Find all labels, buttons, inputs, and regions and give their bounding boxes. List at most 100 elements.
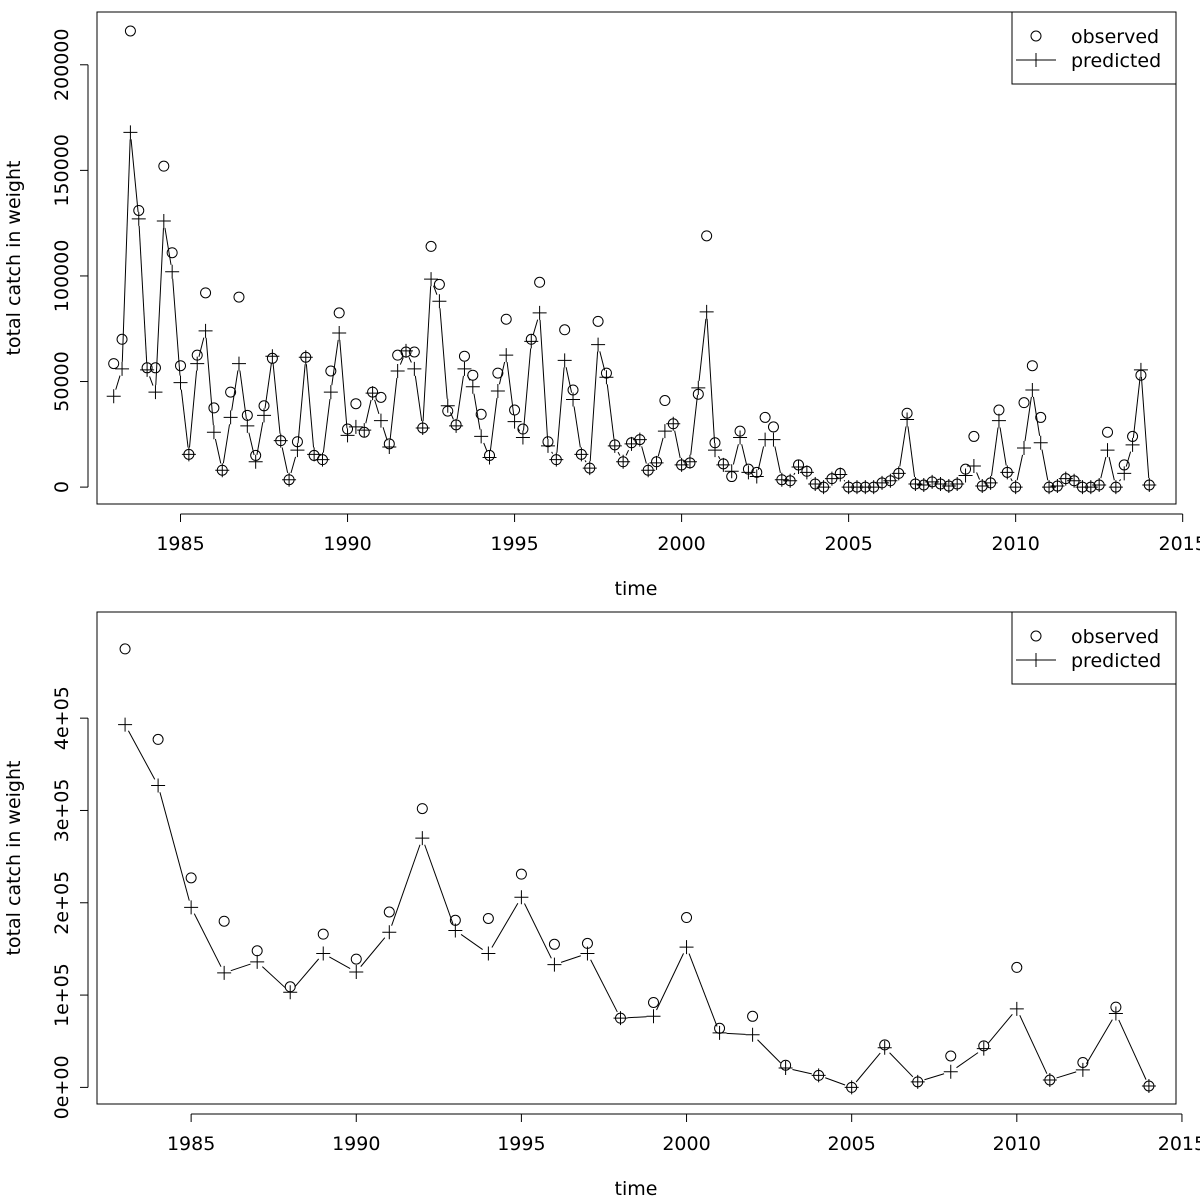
observed-point xyxy=(726,471,738,483)
observed-point xyxy=(291,436,303,448)
observed-point xyxy=(676,459,688,471)
legend-predicted-label: predicted xyxy=(1071,50,1161,72)
observed-point xyxy=(218,915,230,927)
y-axis-label: total catch in weight xyxy=(3,761,25,956)
predicted-point xyxy=(1100,443,1115,458)
predicted-line-segment xyxy=(843,480,846,482)
predicted-point xyxy=(323,385,338,400)
x-tick-label: 2010 xyxy=(993,1133,1041,1155)
observed-point xyxy=(283,474,295,486)
observed-point xyxy=(124,25,136,37)
observed-point xyxy=(417,422,429,434)
observed-point xyxy=(300,351,312,363)
observed-point xyxy=(634,434,646,446)
observed-point xyxy=(116,333,128,345)
predicted-point xyxy=(131,211,146,226)
legend: observed predicted xyxy=(1011,611,1177,685)
predicted-line-segment xyxy=(231,370,239,411)
predicted-line-segment xyxy=(757,1039,782,1064)
predicted-line-segment xyxy=(1085,1019,1113,1065)
observed-point xyxy=(826,473,838,485)
observed-point xyxy=(985,477,997,489)
x-tick-label: 1985 xyxy=(156,533,204,555)
predicted-line-segment xyxy=(889,1052,914,1078)
observed-point xyxy=(400,346,412,358)
observed-point xyxy=(642,464,654,476)
observed-point xyxy=(152,733,164,745)
predicted-line-segment xyxy=(433,285,438,295)
predicted-point xyxy=(507,414,522,429)
predicted-point xyxy=(223,410,238,425)
observed-point xyxy=(133,204,145,216)
observed-point xyxy=(1143,1080,1155,1092)
x-tick-label: 2010 xyxy=(991,533,1039,555)
predicted-line-segment xyxy=(627,1016,647,1019)
predicted-point xyxy=(390,363,405,378)
predicted-point xyxy=(547,957,562,972)
observed-point xyxy=(584,462,596,474)
chart-panel-bottom: time total catch in weight 1985 1990 1995 2… xyxy=(3,611,1200,1200)
observed-point xyxy=(1076,481,1088,493)
y-tick-label: 50000 xyxy=(51,351,73,411)
observed-point xyxy=(1143,479,1155,491)
predicted-line-segment xyxy=(424,844,454,925)
observed-point xyxy=(701,230,713,242)
observed-point xyxy=(1043,481,1055,493)
predicted-line-segment xyxy=(414,375,423,422)
observed-point xyxy=(934,478,946,490)
observed-point xyxy=(600,367,612,379)
predicted-line-segment xyxy=(439,308,448,399)
predicted-point xyxy=(415,831,430,846)
observed-point xyxy=(1010,481,1022,493)
predicted-point xyxy=(958,468,973,483)
predicted-point xyxy=(708,443,723,458)
predicted-point xyxy=(373,413,388,428)
legend-predicted-marker xyxy=(1029,53,1043,67)
legend-observed-marker xyxy=(1030,630,1042,642)
observed-point xyxy=(901,407,913,419)
predicted-line-segment xyxy=(159,792,190,901)
observed-point xyxy=(834,467,846,479)
predicted-line-segment xyxy=(294,958,320,988)
y-tick-label: 100000 xyxy=(51,240,73,313)
observed-point xyxy=(350,398,362,410)
observed-point xyxy=(191,349,203,361)
predicted-line-segment xyxy=(261,966,286,988)
predicted-line-segment xyxy=(560,955,581,963)
observed-point xyxy=(408,346,420,358)
legend: observed predicted xyxy=(1011,11,1177,85)
observed-point xyxy=(617,456,629,468)
x-tick-label: 2015 xyxy=(1158,1133,1200,1155)
predicted-line-segment xyxy=(956,1052,979,1069)
predicted-point xyxy=(248,454,263,469)
observed-point xyxy=(559,324,571,336)
y-axis: 0 50000 100000 150000 200000 xyxy=(51,29,89,493)
predicted-line-segment xyxy=(532,319,539,335)
predicted-line-segment xyxy=(524,903,552,959)
predicted-line-segment xyxy=(674,430,681,459)
observed-point xyxy=(482,912,494,924)
predicted-point xyxy=(156,214,171,229)
legend-predicted-marker xyxy=(1029,653,1043,667)
predicted-point xyxy=(165,264,180,279)
observed-point xyxy=(709,437,721,449)
predicted-series xyxy=(118,717,1156,1095)
observed-point xyxy=(251,945,263,957)
observed-point xyxy=(651,456,663,468)
predicted-line-segment xyxy=(698,318,707,381)
observed-point xyxy=(714,1022,726,1034)
observed-point xyxy=(449,914,461,926)
predicted-line-segment xyxy=(1056,1071,1077,1079)
observed-point xyxy=(185,872,197,884)
observed-point xyxy=(575,448,587,460)
observed-point xyxy=(884,475,896,487)
predicted-point xyxy=(190,356,205,371)
predicted-line-segment xyxy=(825,1077,846,1086)
observed-point xyxy=(681,912,693,924)
y-tick-label: 2e+05 xyxy=(51,871,73,935)
observed-point xyxy=(433,278,445,290)
predicted-line-segment xyxy=(149,376,154,386)
predicted-point xyxy=(900,412,915,427)
predicted-point xyxy=(118,717,133,732)
predicted-line-segment xyxy=(1041,449,1049,481)
